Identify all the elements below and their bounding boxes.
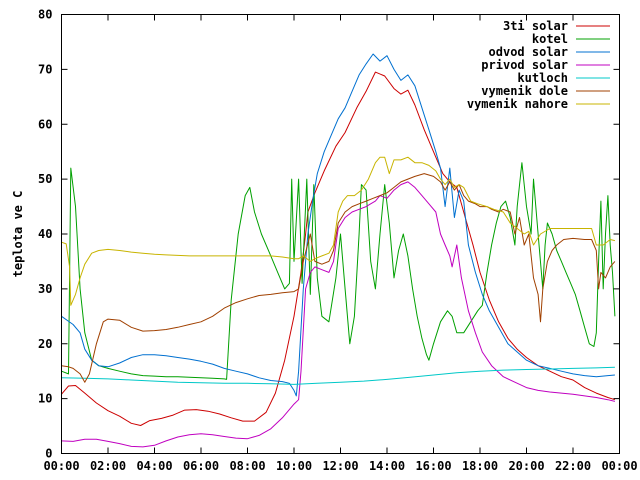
x-tick-label: 08:00 bbox=[229, 459, 265, 473]
x-tick-label: 14:00 bbox=[369, 459, 405, 473]
series-line-kutloch bbox=[61, 366, 615, 385]
y-tick-label: 80 bbox=[38, 8, 52, 22]
series-line-privod-solar bbox=[61, 181, 616, 448]
x-tick-label: 04:00 bbox=[136, 459, 172, 473]
x-axis-ticks: 00:00 02:00 04:00 06:00 08:00 10:00 12:00 14:00… bbox=[43, 14, 638, 473]
y-tick-label: 20 bbox=[38, 337, 52, 351]
y-tick-label: 50 bbox=[38, 172, 52, 186]
x-tick-label: 10:00 bbox=[276, 459, 312, 473]
y-tick-label: 30 bbox=[38, 282, 52, 296]
y-tick-label: 10 bbox=[38, 392, 52, 406]
y-tick-label: 70 bbox=[38, 62, 52, 76]
x-tick-label: 20:00 bbox=[508, 459, 544, 473]
x-tick-label: 06:00 bbox=[183, 459, 219, 473]
x-tick-label: 00:00 bbox=[43, 459, 79, 473]
x-tick-label: 12:00 bbox=[322, 459, 358, 473]
legend-label: vymenik dole bbox=[481, 84, 568, 98]
plot-frame bbox=[61, 14, 620, 454]
legend-label: kutloch bbox=[517, 71, 568, 85]
legend-label: odvod solar bbox=[489, 45, 568, 59]
series-line-3ti-solar bbox=[61, 71, 616, 426]
series-layer bbox=[61, 53, 616, 448]
legend-label: privod solar bbox=[481, 58, 568, 72]
x-tick-label: 22:00 bbox=[555, 459, 591, 473]
x-tick-label: 02:00 bbox=[90, 459, 126, 473]
series-line-vymenik-nahore bbox=[61, 156, 616, 306]
legend-label: 3ti solar bbox=[503, 19, 568, 33]
y-tick-label: 40 bbox=[38, 227, 52, 241]
series-line-kotel bbox=[61, 162, 616, 380]
legend-label: vymenik nahore bbox=[467, 97, 568, 111]
y-axis-ticks: 0 10 20 30 40 50 60 70 80 bbox=[38, 8, 620, 461]
y-tick-label: 60 bbox=[38, 117, 52, 131]
series-line-vymenik-dole bbox=[61, 173, 616, 383]
series-line-odvod-solar bbox=[61, 53, 615, 397]
y-tick-label: 0 bbox=[45, 447, 52, 461]
legend-label: kotel bbox=[532, 32, 568, 46]
x-tick-label: 00:00 bbox=[601, 459, 637, 473]
x-tick-label: 18:00 bbox=[462, 459, 498, 473]
x-tick-label: 16:00 bbox=[415, 459, 451, 473]
y-axis-label: teplota ve C bbox=[11, 191, 25, 278]
